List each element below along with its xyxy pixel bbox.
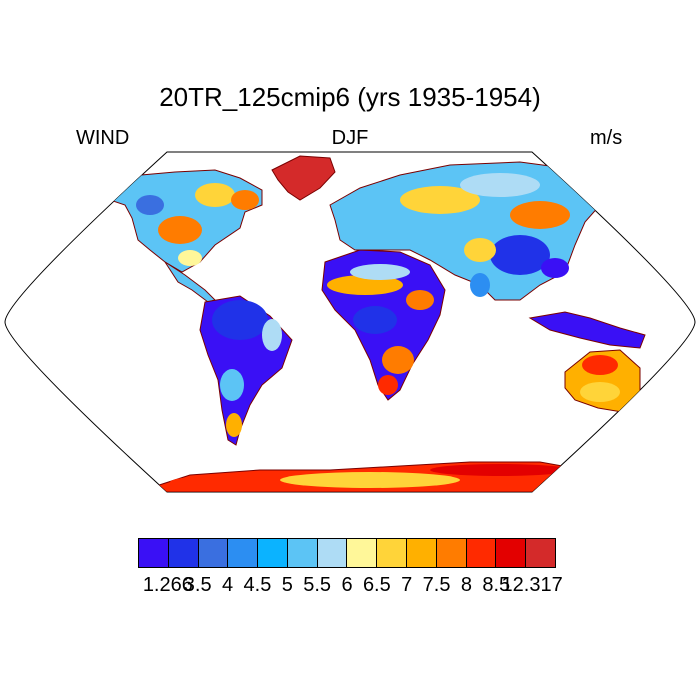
color-bar-cell: [317, 539, 348, 567]
color-bar-label: 8: [460, 574, 472, 596]
color-bar-label: 4: [222, 574, 234, 596]
color-bar-label: 12.317: [501, 574, 563, 596]
color-bar-cell: [287, 539, 318, 567]
color-bar-cell: [377, 539, 408, 567]
color-bar-label: 5: [281, 574, 293, 596]
color-bar-cell: [258, 539, 288, 567]
color-bar-label: 4.5: [243, 574, 272, 596]
color-bar-label: 8.5: [482, 574, 511, 596]
wind-speed-patches: [136, 173, 620, 488]
color-bar-cell: [198, 539, 229, 567]
greenland: [271, 155, 336, 201]
color-bar-label: 7: [401, 574, 413, 596]
color-bar-label: 6.5: [362, 574, 391, 596]
maritime-continent: [528, 311, 646, 349]
color-bar-cell: [168, 539, 199, 567]
color-bar-label: 6: [341, 574, 353, 596]
color-bar-label: 5.5: [303, 574, 332, 596]
color-bar-cell: [407, 539, 437, 567]
color-bar-cell: [347, 539, 378, 567]
color-bar-cell: [466, 539, 497, 567]
color-bar-cell: [436, 539, 467, 567]
map-title: 20TR_125cmip6 (yrs 1935-1954): [159, 82, 541, 112]
color-bar-label: 7.5: [422, 574, 451, 596]
units-label: m/s: [590, 127, 623, 149]
season-label: DJF: [331, 127, 369, 149]
color-bar-cell: [496, 539, 527, 567]
color-bar-cell: [526, 539, 555, 567]
color-bar: [138, 538, 556, 568]
color-bar-cell: [139, 539, 169, 567]
color-bar-label: 3.5: [183, 574, 212, 596]
color-bar-label: 1.266: [142, 574, 193, 596]
variable-label: WIND: [76, 127, 130, 149]
color-bar-cell: [228, 539, 259, 567]
